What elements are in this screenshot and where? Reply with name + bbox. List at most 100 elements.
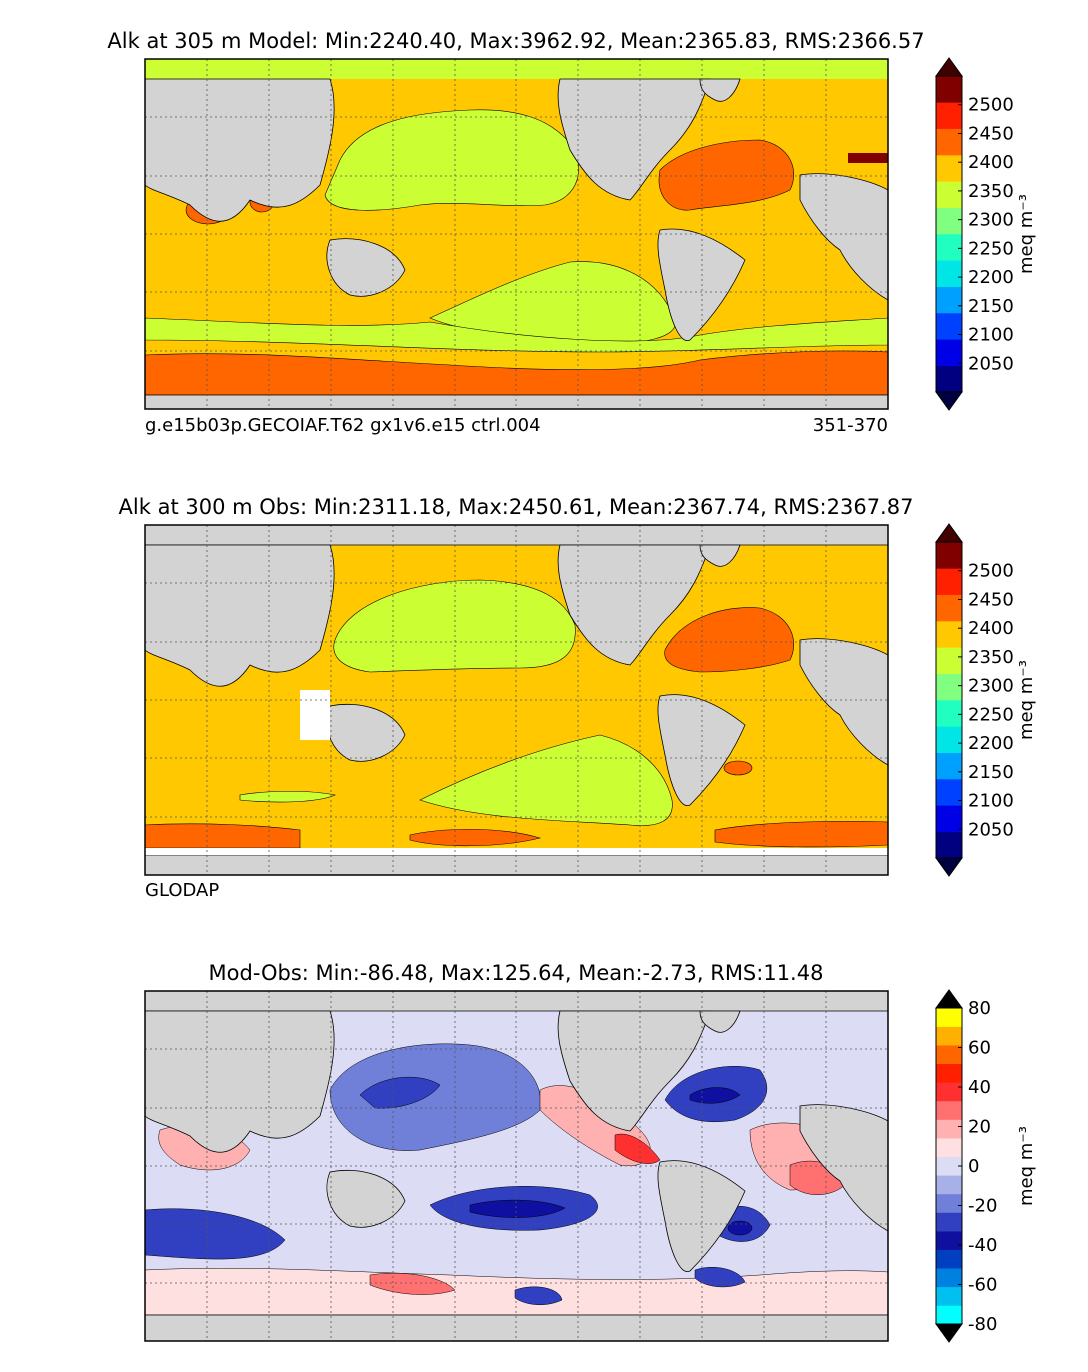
- colorbar-tick-label: 0: [968, 1156, 979, 1177]
- southern-2400: [145, 823, 301, 849]
- panel-model-footer-right: 351-370: [813, 415, 888, 436]
- colorbar-tick-label: 2300: [968, 676, 1014, 697]
- colorbar-tick-label: 80: [968, 998, 991, 1019]
- colorbar-extend-min: [935, 857, 963, 877]
- gridlines-obs: [145, 525, 888, 875]
- gridlines-model: [145, 59, 888, 409]
- colorbar-segment: [936, 207, 962, 235]
- colorbar-segment: [936, 1026, 962, 1046]
- colorbar-segment: [936, 102, 962, 129]
- north-pacific-2300: [324, 109, 579, 211]
- arctic-band: [145, 59, 888, 79]
- colorbar-segment: [936, 76, 962, 103]
- colorbar-tick-label: -60: [968, 1275, 997, 1296]
- southern-neg3: [514, 1286, 563, 1305]
- colorbar-segment: [936, 1063, 962, 1083]
- colorbar-unit-label: meq m⁻³: [1016, 660, 1037, 740]
- colorbar-segment: [936, 700, 962, 727]
- south-atlantic-2400: [723, 760, 753, 776]
- colorbar-segment: [936, 155, 962, 182]
- colorbar-tick-label: 2250: [968, 704, 1014, 725]
- colorbar-segment: [936, 1286, 962, 1306]
- colorbar-unit-label: meq m⁻³: [1016, 194, 1037, 274]
- colorbar-segment: [936, 1305, 962, 1325]
- colorbar-tick-label: -80: [968, 1314, 997, 1335]
- colorbar-segment: [936, 1008, 962, 1027]
- colorbar-tick-label: 2500: [968, 95, 1014, 116]
- panel-model: Alk at 305 m Model: Min:2240.40, Max:396…: [107, 29, 1037, 436]
- colorbar-segment: [936, 1156, 962, 1176]
- colorbar-segment: [936, 621, 962, 648]
- colorbar-tick-label: 2050: [968, 353, 1014, 374]
- colorbar-extend-max: [935, 523, 963, 543]
- missing-data: [145, 690, 888, 855]
- colorbar-frame: [935, 75, 963, 393]
- colorbar-segment: [936, 313, 962, 340]
- colorbar-segment: [936, 234, 962, 261]
- colorbar-tick-label: 2350: [968, 181, 1014, 202]
- south-pacific-2300: [419, 734, 673, 826]
- colorbar-segment: [936, 1231, 962, 1250]
- panel-obs: Alk at 300 m Obs: Min:2311.18, Max:2450.…: [119, 495, 1037, 901]
- panel-diff-title: Mod-Obs: Min:-86.48, Max:125.64, Mean:-2…: [209, 961, 824, 985]
- colorbar-segment: [936, 1212, 962, 1232]
- colorbar-tick-label: -20: [968, 1196, 997, 1217]
- map-frame-obs: [144, 524, 889, 876]
- southern-2400: [145, 350, 888, 396]
- indian-band-2300: [239, 790, 336, 803]
- colorbar-segment: [936, 1119, 962, 1139]
- colorbar-segment: [936, 1138, 962, 1158]
- southern-2400-c: [714, 820, 888, 848]
- panel-obs-footer-left: GLODAP: [145, 880, 219, 901]
- colorbar-tick-label: 2100: [968, 325, 1014, 346]
- central-america-pos: [614, 1133, 661, 1164]
- colorbar-segment: [936, 1175, 962, 1195]
- colorbar-tick-label: 20: [968, 1117, 991, 1138]
- panel-model-footer-left: g.e15b03p.GECOIAF.T62 gx1v6.e15 ctrl.004: [145, 415, 541, 436]
- colorbar-tick-label: 2400: [968, 152, 1014, 173]
- north-atlantic-2400: [658, 139, 795, 211]
- colorbar-extend-max: [935, 989, 963, 1009]
- colorbar-segment: [936, 1100, 962, 1120]
- panel-obs-title: Alk at 300 m Obs: Min:2311.18, Max:2450.…: [119, 495, 914, 519]
- colorbar-segment: [936, 831, 962, 859]
- mediterranean-2500: [848, 153, 888, 163]
- colorbar-extend-min: [935, 391, 963, 411]
- panel-model-title: Alk at 305 m Model: Min:2240.40, Max:396…: [107, 29, 924, 53]
- map-frame-diff: [144, 990, 889, 1342]
- colorbar-segment: [936, 260, 962, 287]
- colorbar-segment: [936, 752, 962, 780]
- colorbar-tick-label: 2150: [968, 762, 1014, 783]
- north-atlantic-neg2: [689, 1087, 741, 1104]
- colorbar-segment: [936, 673, 962, 701]
- colorbar-tick-label: 2100: [968, 791, 1014, 812]
- colorbar-segment: [936, 1193, 962, 1213]
- colorbar-segment: [936, 339, 962, 366]
- colorbar-segment: [936, 181, 962, 208]
- south-atlantic-neg2: [727, 1220, 753, 1236]
- north-pacific-neg2: [359, 1076, 441, 1109]
- indian-neg: [145, 1208, 286, 1260]
- colorbar-segment: [936, 286, 962, 314]
- colorbar-tick-label: 60: [968, 1038, 991, 1059]
- colorbar-segment: [936, 805, 962, 832]
- colorbar-tick-label: 2150: [968, 296, 1014, 317]
- colorbar-tick-label: 2050: [968, 819, 1014, 840]
- colorbar-segment: [936, 1268, 962, 1288]
- map-frame-model: [144, 58, 889, 410]
- colorbar-frame: [935, 541, 963, 859]
- gridlines-diff: [145, 991, 888, 1341]
- colorbar-segment: [936, 779, 962, 806]
- colorbar-segment: [936, 365, 962, 393]
- colorbar-tick-label: 2500: [968, 561, 1014, 582]
- colorbar-unit-label: meq m⁻³: [1016, 1126, 1037, 1206]
- colorbar-model: 2500 2450 2400 2350 2300 2250 2200 2150 2100 2050…: [935, 57, 1037, 411]
- colorbar-segment: [936, 128, 962, 156]
- colorbar-tick-label: 2200: [968, 733, 1014, 754]
- panel-diff: Mod-Obs: Min:-86.48, Max:125.64, Mean:-2…: [144, 961, 1037, 1343]
- colorbar-segment: [936, 568, 962, 595]
- colorbar-segment: [936, 647, 962, 674]
- land: [145, 78, 888, 409]
- colorbar-obs: 2500 2450 2400 2350 2300 2250 2200 2150 2100 2050…: [935, 523, 1037, 877]
